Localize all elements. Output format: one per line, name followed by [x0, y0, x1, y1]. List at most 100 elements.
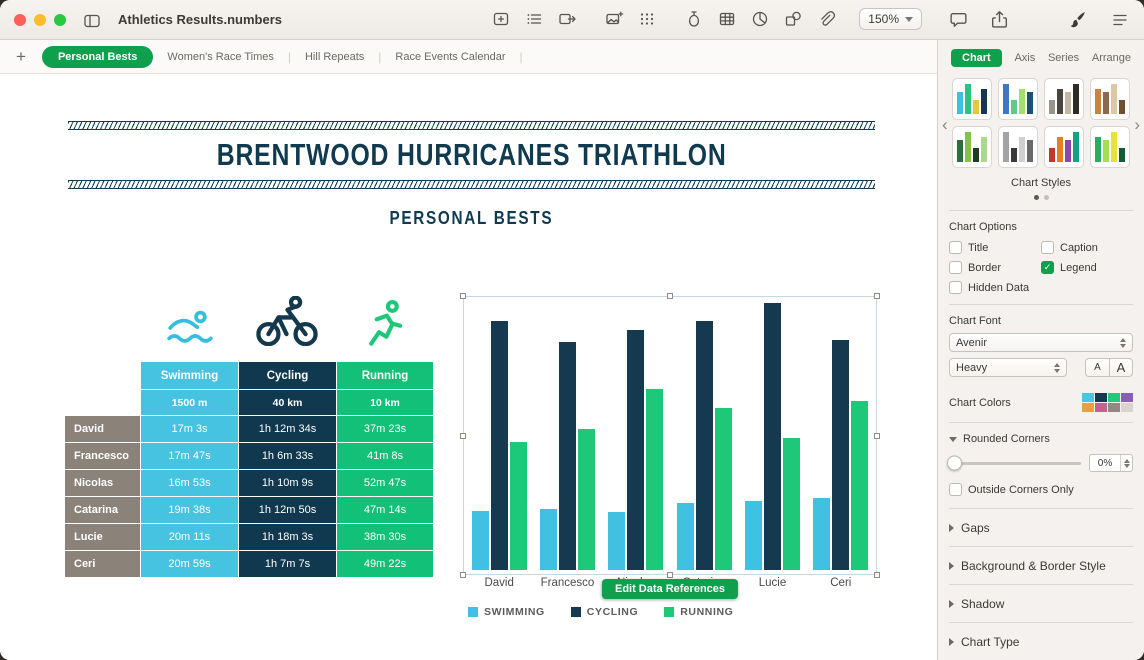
carousel-prev-icon[interactable]: ‹ [942, 115, 948, 134]
tab-personal-bests[interactable]: Personal Bests [41, 45, 154, 68]
bar-swimming-david[interactable] [471, 511, 489, 570]
section-chart-type[interactable]: Chart Type [949, 622, 1133, 660]
stepper-arrows-icon[interactable] [1120, 455, 1132, 471]
insert-shape-button[interactable] [682, 7, 706, 31]
sheet-canvas[interactable]: BRENTWOOD HURRICANES TRIATHLON PERSONAL … [0, 74, 937, 660]
bar-cycling-david[interactable] [490, 321, 508, 570]
comment-button[interactable] [946, 7, 971, 32]
bar-cycling-nicolas[interactable] [627, 330, 645, 570]
legend-checkbox[interactable]: ✓ [1041, 261, 1054, 274]
cell-nicolas-cycling[interactable]: 1h 10m 9s [239, 470, 336, 496]
insert-shapes-button[interactable] [781, 7, 805, 31]
tab-hill-repeats[interactable]: Hill Repeats [304, 50, 365, 63]
rounded-corners-slider[interactable] [947, 455, 1081, 471]
tab-women-s-race-times[interactable]: Women's Race Times [167, 50, 274, 63]
disclosure-open-icon[interactable] [949, 436, 957, 442]
selection-handle[interactable] [874, 293, 880, 299]
section-shadow[interactable]: Shadow [949, 584, 1133, 622]
selection-handle[interactable] [667, 293, 673, 299]
decrease-font-size-button[interactable]: A [1085, 358, 1109, 377]
bar-swimming-ceri[interactable] [813, 498, 831, 570]
cell-francesco-running[interactable]: 41m 8s [337, 443, 433, 469]
cell-francesco-cycling[interactable]: 1h 6m 33s [239, 443, 336, 469]
color-swatch[interactable] [1095, 403, 1107, 412]
color-swatch[interactable] [1108, 393, 1120, 402]
color-swatch[interactable] [1121, 403, 1133, 412]
chart-font-family-select[interactable]: Avenir [949, 333, 1133, 352]
cell-lucie-cycling[interactable]: 1h 18m 3s [239, 524, 336, 550]
caption-checkbox[interactable] [1041, 241, 1054, 254]
selection-handle[interactable] [460, 293, 466, 299]
outside-corners-checkbox[interactable] [949, 483, 962, 496]
color-swatch[interactable] [1082, 403, 1094, 412]
color-swatch[interactable] [1095, 393, 1107, 402]
edit-data-references-button[interactable]: Edit Data References [601, 579, 739, 599]
bar-running-lucie[interactable] [782, 438, 800, 570]
selection-handle[interactable] [460, 432, 466, 439]
color-swatch[interactable] [1082, 393, 1094, 402]
disclosure-closed-icon[interactable] [949, 561, 954, 570]
column-subheader-running[interactable]: 10 km [337, 390, 433, 415]
row-header-catarina[interactable]: Catarina [65, 497, 140, 523]
bar-running-catarina[interactable] [714, 408, 732, 570]
bar-swimming-nicolas[interactable] [608, 512, 626, 570]
cell-david-swimming[interactable]: 17m 3s [141, 416, 238, 442]
selection-handle[interactable] [874, 572, 880, 578]
chart-style-thumbnail-1[interactable] [952, 78, 992, 120]
bar-running-francesco[interactable] [577, 429, 595, 570]
cell-lucie-running[interactable]: 38m 30s [337, 524, 433, 550]
insert-table-button[interactable] [489, 7, 513, 31]
row-header-david[interactable]: David [65, 416, 140, 442]
chart-style-thumbnail-7[interactable] [1044, 126, 1084, 168]
cell-nicolas-running[interactable]: 52m 47s [337, 470, 433, 496]
close-window-button[interactable] [14, 14, 26, 26]
bar-running-david[interactable] [509, 442, 527, 570]
bar-running-ceri[interactable] [851, 401, 869, 570]
pagination-dot[interactable] [1043, 195, 1049, 200]
bar-cycling-francesco[interactable] [558, 342, 576, 570]
border-checkbox[interactable] [949, 261, 962, 274]
results-table[interactable]: Swimming Cycling Running 1500 m 40 km 10 km Da… [65, 362, 433, 577]
attach-button[interactable] [814, 7, 838, 31]
row-header-francesco[interactable]: Francesco [65, 443, 140, 469]
zoom-control[interactable]: 150% [859, 8, 922, 30]
chart-style-thumbnail-3[interactable] [1044, 78, 1084, 120]
cell-ceri-cycling[interactable]: 1h 7m 7s [239, 551, 336, 577]
color-swatch[interactable] [1121, 393, 1133, 402]
selection-handle[interactable] [667, 572, 673, 578]
carousel-next-icon[interactable]: › [1134, 115, 1140, 134]
selection-handle[interactable] [460, 572, 466, 578]
insert-table-grid-button[interactable] [715, 7, 739, 31]
cell-catarina-running[interactable]: 47m 14s [337, 497, 433, 523]
zoom-window-button[interactable] [54, 14, 66, 26]
list-view-button[interactable] [522, 7, 546, 31]
bar-cycling-catarina[interactable] [695, 321, 713, 570]
cell-david-cycling[interactable]: 1h 12m 34s [239, 416, 336, 442]
bar-swimming-francesco[interactable] [539, 509, 557, 570]
chart-font-weight-select[interactable]: Heavy [949, 358, 1067, 377]
column-header-cycling[interactable]: Cycling [239, 362, 336, 389]
pagination-dot[interactable] [1033, 195, 1039, 200]
chart-style-thumbnail-2[interactable] [998, 78, 1038, 120]
minimize-window-button[interactable] [34, 14, 46, 26]
section-background-border-style[interactable]: Background & Border Style [949, 546, 1133, 584]
row-header-nicolas[interactable]: Nicolas [65, 470, 140, 496]
insert-chart-button[interactable] [748, 7, 772, 31]
selection-handle[interactable] [874, 432, 880, 439]
sidebar-toggle-button[interactable] [80, 9, 104, 33]
color-swatch[interactable] [1108, 403, 1120, 412]
column-subheader-cycling[interactable]: 40 km [239, 390, 336, 415]
cell-nicolas-swimming[interactable]: 16m 53s [141, 470, 238, 496]
add-sheet-button[interactable]: + [16, 47, 26, 66]
bar-swimming-catarina[interactable] [676, 503, 694, 570]
increase-font-size-button[interactable]: A [1109, 358, 1133, 377]
column-header-running[interactable]: Running [337, 362, 433, 389]
disclosure-closed-icon[interactable] [949, 599, 954, 608]
cell-catarina-cycling[interactable]: 1h 12m 50s [239, 497, 336, 523]
bar-cycling-ceri[interactable] [832, 340, 850, 570]
chart-style-thumbnail-4[interactable] [1090, 78, 1130, 120]
bar-running-nicolas[interactable] [646, 389, 664, 570]
chart-style-thumbnail-6[interactable] [998, 126, 1038, 168]
cell-lucie-swimming[interactable]: 20m 11s [141, 524, 238, 550]
inspector-tab-series[interactable]: Series [1047, 52, 1080, 64]
